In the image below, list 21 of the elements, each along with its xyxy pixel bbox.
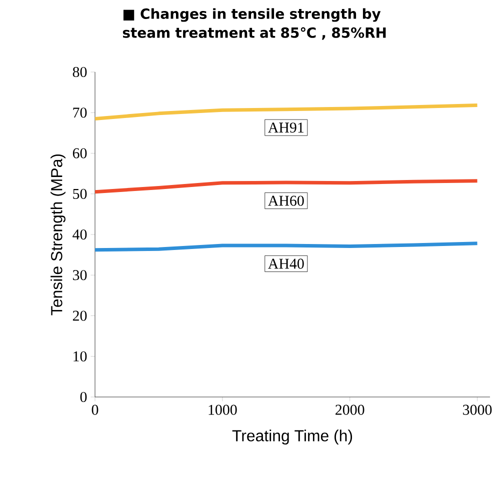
line-series: [95, 179, 480, 194]
x-tick-label: 0: [92, 404, 98, 415]
line-series: [95, 242, 480, 252]
y-tick-label: 70: [73, 108, 87, 118]
series-label: AH40: [268, 258, 304, 269]
series-label: AH91: [268, 122, 304, 133]
y-tick-label: 20: [72, 310, 87, 321]
y-tick-label: 60: [72, 148, 87, 158]
y-tick-label: 50: [73, 188, 87, 199]
x-tick-label: 3000: [463, 404, 492, 415]
y-tick-label: 30: [73, 270, 87, 280]
x-tick-label: 2000: [336, 404, 364, 415]
x-tick-label: 1000: [208, 404, 237, 415]
series-label: AH60: [268, 196, 304, 206]
y-tick-label: 80: [72, 66, 87, 78]
y-tick-label: 40: [72, 229, 87, 240]
x-axis-title: Treating Time (h): [232, 430, 352, 445]
y-tick-label: 10: [74, 351, 87, 362]
chart-title: ■ Changes in tensile strength by steam treatment at 85℃ , 85%RH: [122, 8, 386, 40]
y-tick-label: 0: [80, 392, 87, 402]
y-axis-title: Tensile Strength (MPa): [50, 154, 66, 316]
